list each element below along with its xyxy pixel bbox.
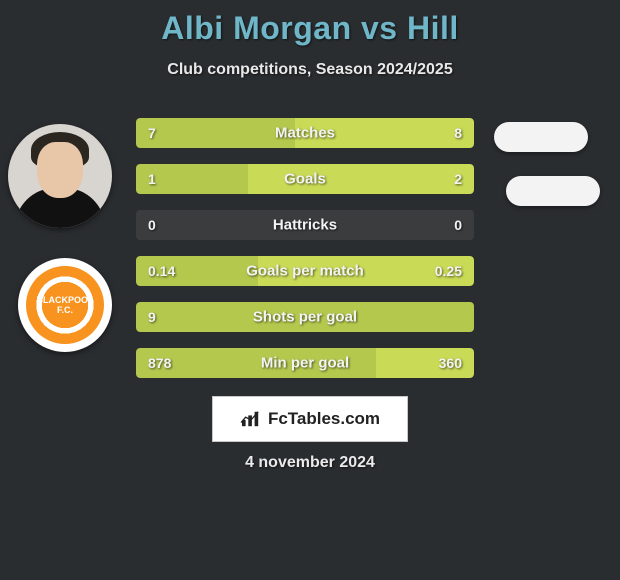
stat-row: Matches7 8 xyxy=(136,118,474,148)
player1-club-badge: BLACKPOOLF.C. xyxy=(18,258,112,352)
stat-row: Goals per match0.14 0.25 xyxy=(136,256,474,286)
date-label: 4 november 2024 xyxy=(0,454,620,472)
stat-value-right: 0 xyxy=(454,217,462,233)
stat-row: Shots per goal9 xyxy=(136,302,474,332)
stat-row: Hattricks0 0 xyxy=(136,210,474,240)
stat-value-right: 0.25 xyxy=(435,263,462,279)
content: Albi Morgan vs Hill Club competitions, S… xyxy=(0,0,620,580)
stat-value-left: 1 xyxy=(148,171,156,187)
chart-icon xyxy=(240,410,262,428)
stat-label: Matches xyxy=(136,125,474,142)
stat-value-left: 7 xyxy=(148,125,156,141)
stat-value-right: 360 xyxy=(439,355,462,371)
player2-avatar xyxy=(494,122,588,152)
logo-text: FcTables.com xyxy=(268,409,380,429)
stat-label: Min per goal xyxy=(136,355,474,372)
page-title: Albi Morgan vs Hill xyxy=(0,0,620,47)
stat-value-left: 878 xyxy=(148,355,171,371)
stat-value-right: 2 xyxy=(454,171,462,187)
stat-value-left: 0.14 xyxy=(148,263,175,279)
stat-label: Goals xyxy=(136,171,474,188)
fctables-logo[interactable]: FcTables.com xyxy=(212,396,408,442)
stat-value-right: 8 xyxy=(454,125,462,141)
subtitle: Club competitions, Season 2024/2025 xyxy=(0,61,620,79)
stat-value-left: 0 xyxy=(148,217,156,233)
stat-label: Hattricks xyxy=(136,217,474,234)
stats-chart: Matches7 8 Goals1 2 Hattricks0 0 Goals per mat… xyxy=(136,118,474,394)
stat-value-left: 9 xyxy=(148,309,156,325)
stat-row: Min per goal878 360 xyxy=(136,348,474,378)
player2-club-badge xyxy=(506,176,600,206)
player1-avatar xyxy=(8,124,112,228)
stat-label: Shots per goal xyxy=(136,309,474,326)
stat-label: Goals per match xyxy=(136,263,474,280)
stat-row: Goals1 2 xyxy=(136,164,474,194)
